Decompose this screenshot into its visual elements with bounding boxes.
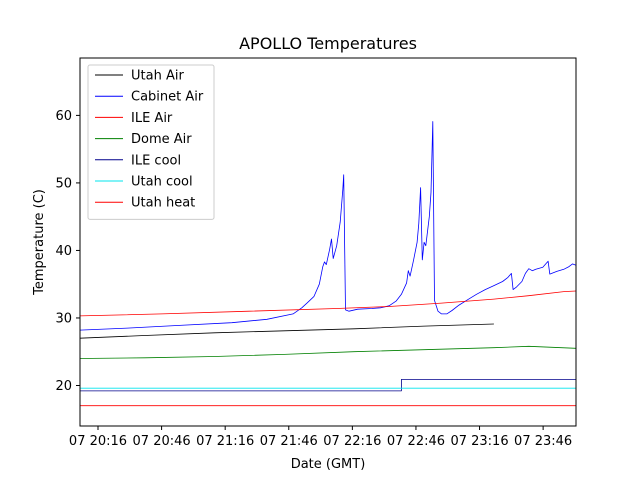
x-axis-label: Date (GMT) bbox=[291, 457, 366, 472]
y-tick-label: 40 bbox=[55, 244, 72, 259]
y-tick-label: 50 bbox=[55, 176, 72, 191]
y-tick-label: 60 bbox=[55, 109, 72, 124]
y-axis: 20 30 40 50 60 bbox=[55, 109, 80, 394]
y-tick-label: 30 bbox=[55, 311, 72, 326]
series-line-ile-cool bbox=[80, 378, 576, 392]
x-tick-label: 07 20:16 bbox=[69, 434, 127, 449]
series-line-utah-air bbox=[80, 323, 494, 339]
x-tick-label: 07 21:16 bbox=[196, 434, 254, 449]
x-tick-label: 07 20:46 bbox=[133, 434, 191, 449]
series-line-dome-air bbox=[80, 345, 576, 359]
x-tick-label: 07 22:46 bbox=[387, 434, 445, 449]
legend-label: Utah Air bbox=[131, 69, 184, 84]
legend-label: Dome Air bbox=[131, 132, 192, 147]
legend-label: ILE cool bbox=[131, 153, 181, 168]
x-tick-label: 07 23:46 bbox=[514, 434, 572, 449]
legend: Utah Air Cabinet Air ILE Air Dome Air ILE co… bbox=[87, 64, 215, 220]
x-tick-label: 07 22:16 bbox=[323, 434, 381, 449]
legend-label: Utah cool bbox=[131, 175, 193, 190]
series-line-cabinet-air bbox=[80, 121, 576, 331]
x-tick-label: 07 23:16 bbox=[450, 434, 508, 449]
plot-frame bbox=[79, 57, 577, 427]
series-layer bbox=[80, 121, 576, 407]
x-axis: 07 20:16 07 20:46 07 21:16 07 21:46 07 22:16… bbox=[69, 426, 572, 449]
legend-label: ILE Air bbox=[131, 111, 173, 126]
legend-label: Cabinet Air bbox=[131, 90, 204, 105]
series-line-ile-air bbox=[80, 290, 576, 317]
y-tick-label: 20 bbox=[55, 379, 72, 394]
x-tick-label: 07 21:46 bbox=[260, 434, 318, 449]
legend-label: Utah heat bbox=[131, 196, 195, 211]
chart-title: APOLLO Temperatures bbox=[239, 34, 417, 53]
y-axis-label: Temperature (C) bbox=[32, 189, 47, 296]
